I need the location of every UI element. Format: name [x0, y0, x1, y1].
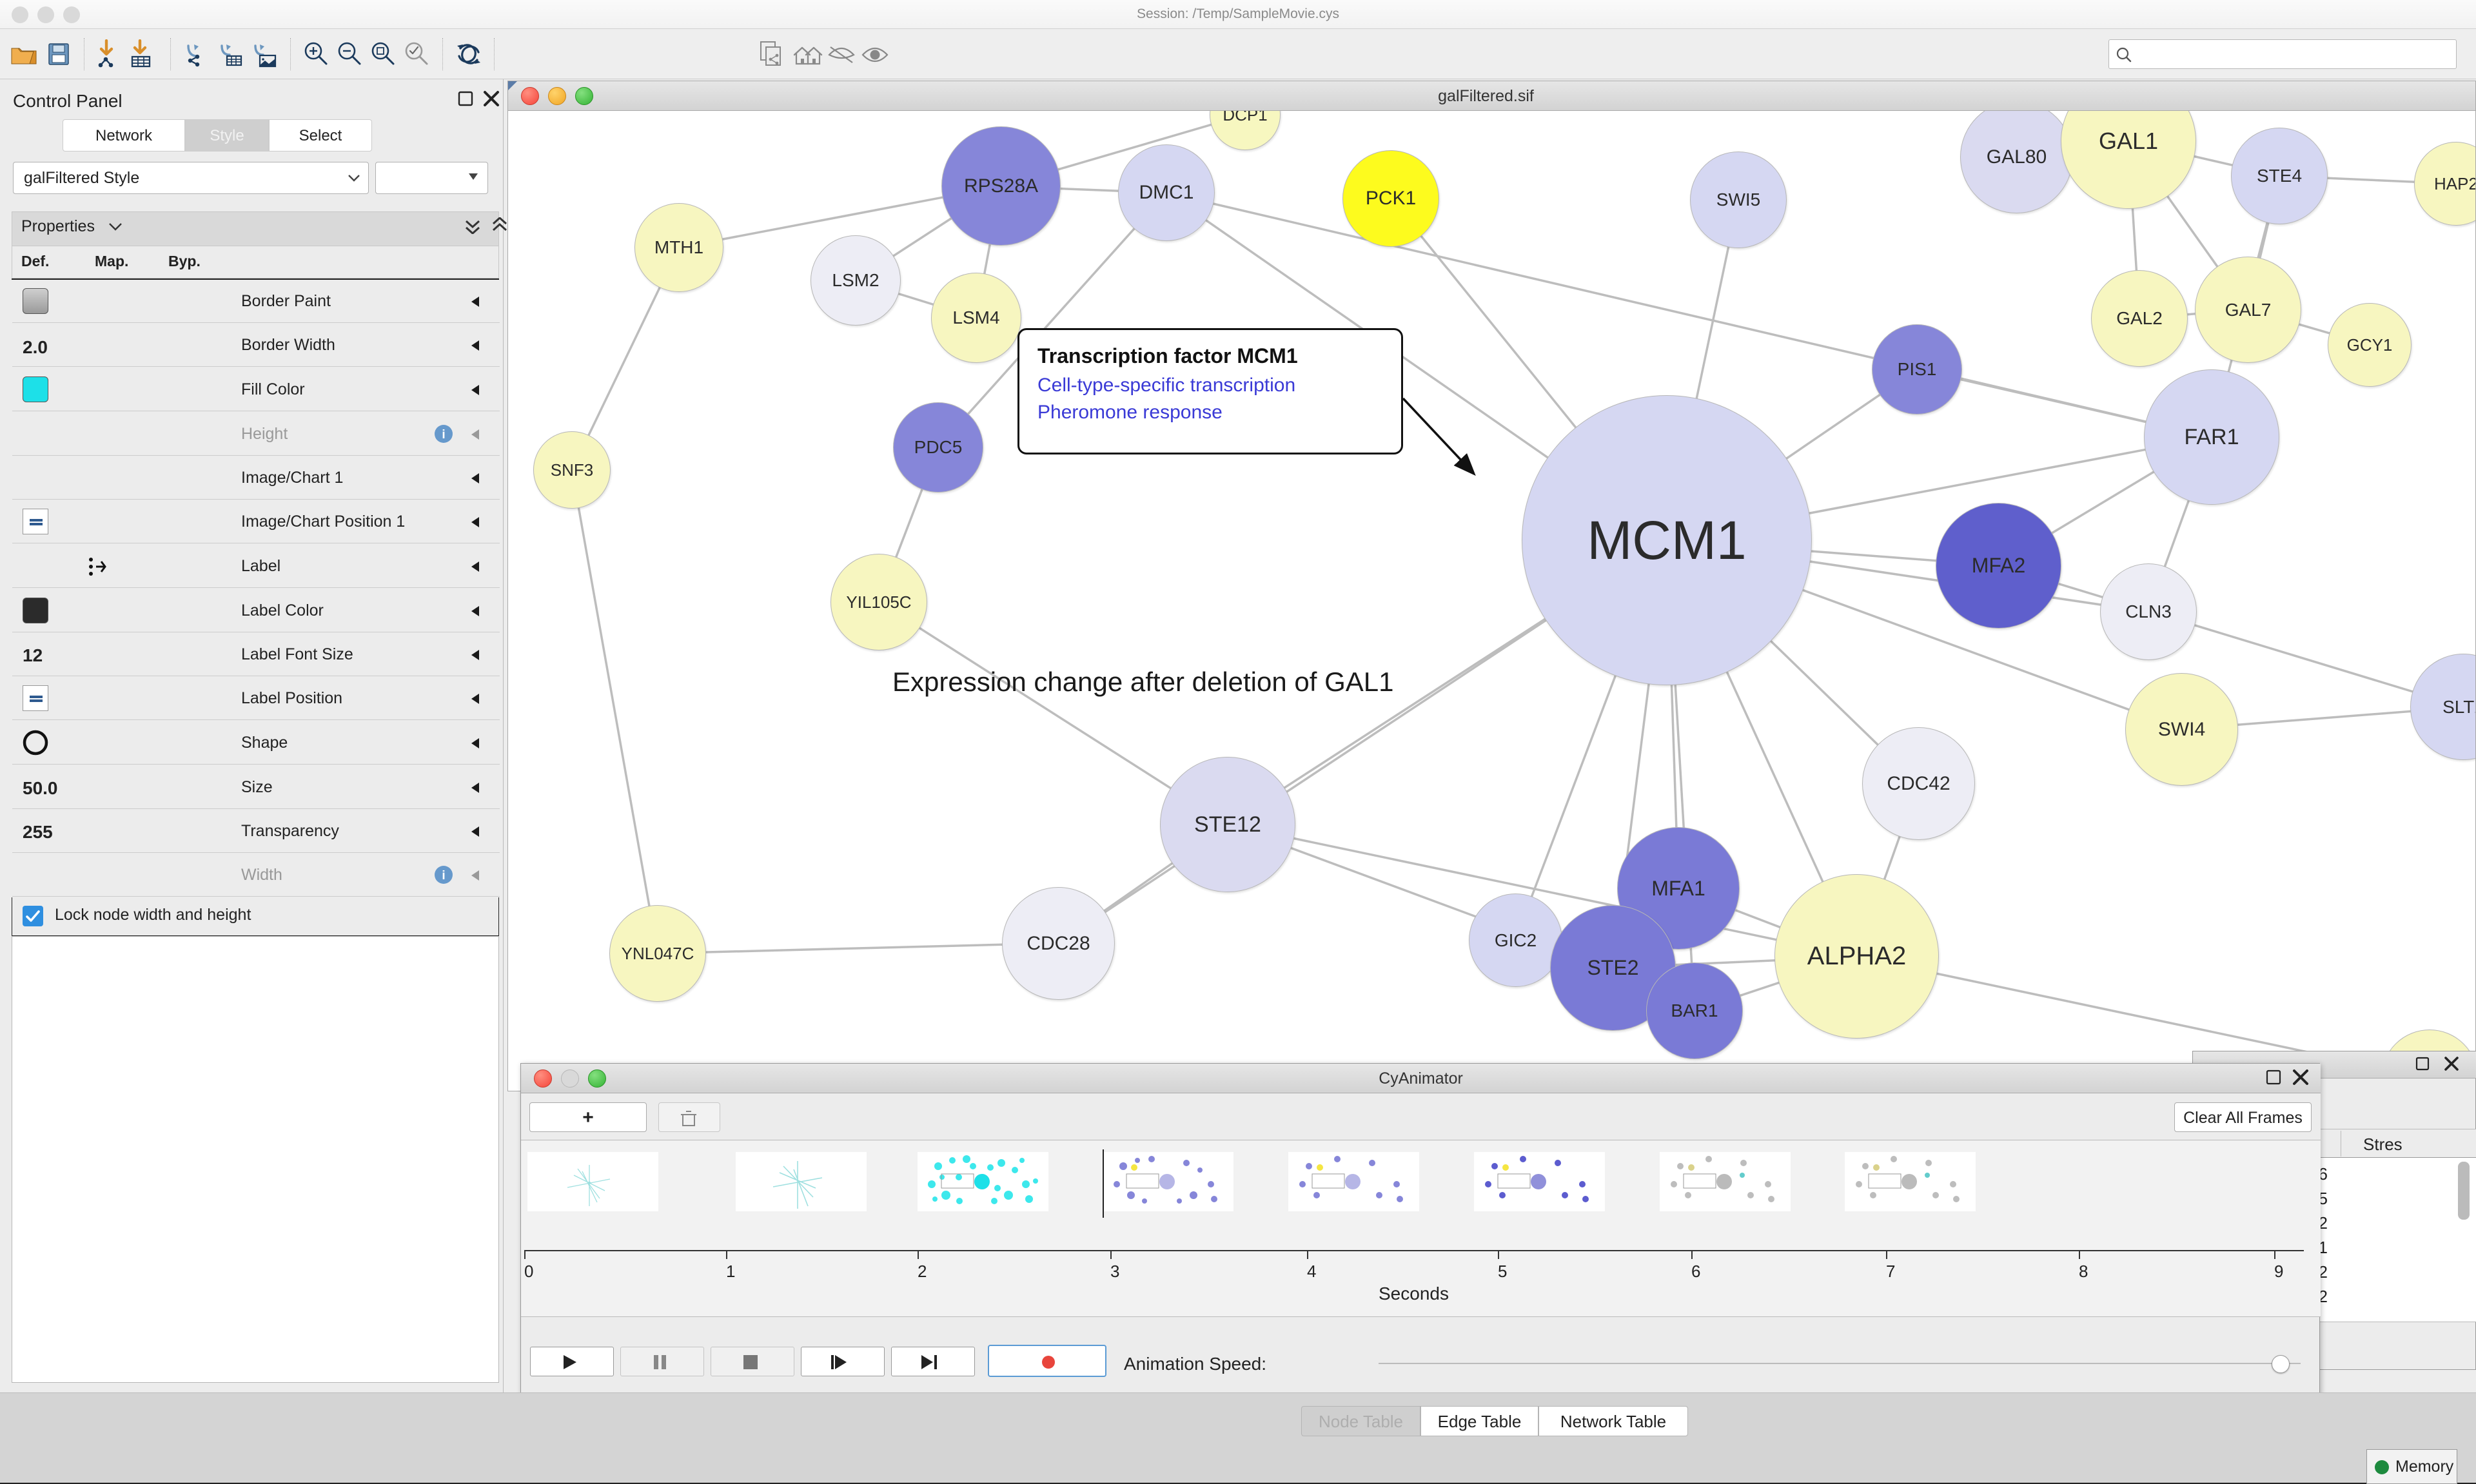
svg-text:i: i — [442, 428, 445, 442]
svg-text:i: i — [442, 869, 445, 883]
